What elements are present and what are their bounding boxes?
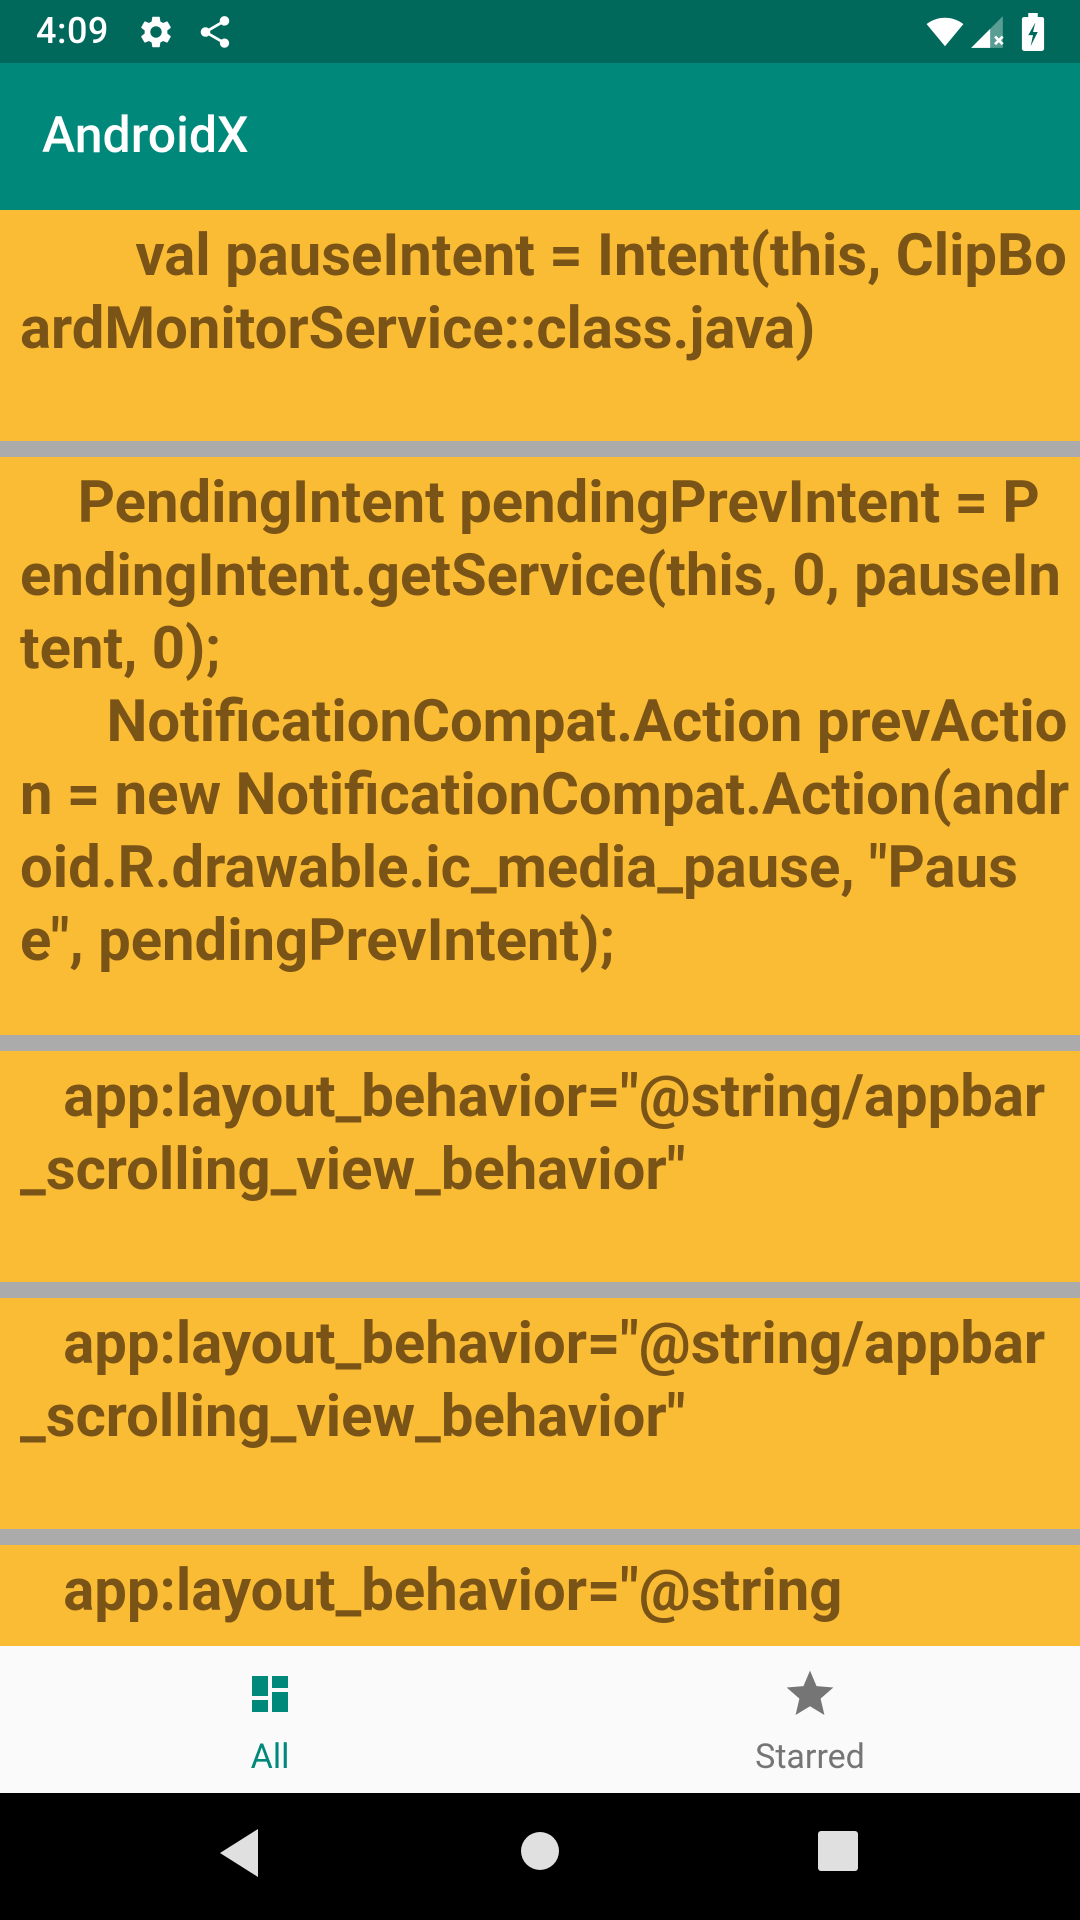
clip-card[interactable]: PendingIntent pendingPrevIntent = Pendin… <box>0 457 1080 1035</box>
cell-signal-icon <box>971 16 1004 48</box>
nav-label: All <box>250 1737 290 1777</box>
clip-card[interactable]: app:layout_behavior="@string <box>0 1545 1080 1646</box>
status-bar: 4:09 <box>0 0 1080 63</box>
share-icon <box>200 16 230 48</box>
clip-text: app:layout_behavior="@string/appbar_scro… <box>20 1310 1046 1451</box>
dashboard-icon <box>252 1676 288 1712</box>
star-icon <box>786 1670 834 1715</box>
clip-card[interactable]: app:layout_behavior="@string/appbar_scro… <box>0 1298 1080 1529</box>
status-time: 4:09 <box>36 10 109 52</box>
back-icon[interactable] <box>216 1827 262 1879</box>
app-title: AndroidX <box>42 107 249 165</box>
app-bar: AndroidX <box>0 63 1080 210</box>
wifi-icon <box>926 17 964 47</box>
nav-label: Starred <box>755 1737 865 1777</box>
clip-text: PendingIntent pendingPrevIntent = Pendin… <box>20 469 1070 975</box>
clip-list[interactable]: val pauseIntent = Intent(this, ClipBoard… <box>0 210 1080 1646</box>
gear-icon <box>141 16 171 48</box>
home-icon[interactable] <box>520 1831 560 1871</box>
clip-card[interactable]: app:layout_behavior="@string/appbar_scro… <box>0 1051 1080 1282</box>
clip-text: app:layout_behavior="@string/appbar_scro… <box>20 1063 1046 1204</box>
nav-item-all[interactable]: All <box>0 1646 540 1793</box>
clip-text: app:layout_behavior="@string <box>20 1557 843 1625</box>
recents-icon[interactable] <box>817 1830 859 1872</box>
system-navigation-bar <box>0 1793 1080 1920</box>
clip-card[interactable]: val pauseIntent = Intent(this, ClipBoard… <box>0 210 1080 441</box>
battery-charging-icon <box>1021 13 1045 51</box>
clip-text: val pauseIntent = Intent(this, ClipBoard… <box>20 222 1067 363</box>
nav-item-starred[interactable]: Starred <box>540 1646 1080 1793</box>
bottom-navigation: All Starred <box>0 1646 1080 1793</box>
